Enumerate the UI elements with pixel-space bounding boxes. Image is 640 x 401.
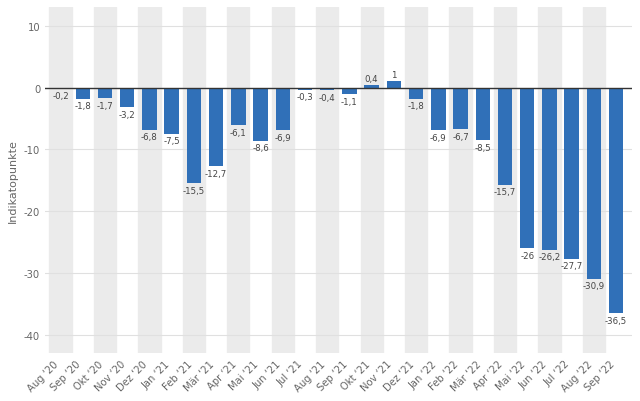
Bar	[583, 8, 605, 354]
Text: 1: 1	[391, 71, 397, 80]
Text: -0,4: -0,4	[319, 93, 335, 102]
Text: -6,7: -6,7	[452, 132, 469, 141]
Text: -6,9: -6,9	[275, 134, 291, 142]
Bar	[542, 89, 557, 250]
Bar	[276, 89, 290, 131]
Bar	[453, 89, 468, 130]
Bar	[476, 89, 490, 141]
Text: -6,1: -6,1	[230, 129, 246, 138]
Bar	[360, 8, 383, 354]
Text: -8,6: -8,6	[252, 144, 269, 153]
Bar	[494, 8, 516, 354]
Text: -12,7: -12,7	[205, 169, 227, 178]
Bar	[49, 8, 72, 354]
Text: -1,8: -1,8	[408, 102, 424, 111]
Bar	[342, 89, 356, 95]
Bar	[298, 89, 312, 90]
Bar	[320, 89, 335, 91]
Bar	[364, 86, 379, 89]
Bar	[405, 8, 428, 354]
Bar	[120, 89, 134, 108]
Text: -30,9: -30,9	[583, 282, 605, 290]
Bar	[253, 89, 268, 142]
Text: -6,9: -6,9	[430, 134, 447, 142]
Bar	[227, 8, 250, 354]
Text: -8,5: -8,5	[474, 143, 491, 152]
Bar	[164, 89, 179, 135]
Text: -6,8: -6,8	[141, 133, 158, 142]
Bar	[231, 89, 246, 126]
Text: -1,1: -1,1	[341, 98, 358, 107]
Text: -0,3: -0,3	[296, 93, 314, 102]
Text: -27,7: -27,7	[561, 262, 583, 271]
Text: -1,8: -1,8	[74, 102, 91, 111]
Bar	[138, 8, 161, 354]
Text: -36,5: -36,5	[605, 316, 627, 325]
Y-axis label: Indikatopunkte: Indikatopunkte	[8, 139, 19, 223]
Bar	[587, 89, 601, 279]
Bar	[431, 89, 445, 131]
Bar	[387, 82, 401, 89]
Bar	[142, 89, 157, 130]
Text: 0,4: 0,4	[365, 75, 378, 83]
Text: -3,2: -3,2	[119, 111, 136, 119]
Text: -26: -26	[520, 251, 534, 260]
Bar	[98, 89, 112, 99]
Bar	[538, 8, 561, 354]
Text: -15,7: -15,7	[494, 188, 516, 196]
Bar	[564, 89, 579, 259]
Text: -0,2: -0,2	[52, 92, 69, 101]
Text: -1,7: -1,7	[97, 101, 113, 110]
Bar	[187, 89, 201, 184]
Bar	[409, 89, 423, 99]
Bar	[316, 8, 339, 354]
Bar	[94, 8, 116, 354]
Bar	[183, 8, 205, 354]
Bar	[271, 8, 294, 354]
Bar	[520, 89, 534, 249]
Bar	[498, 89, 512, 185]
Bar	[449, 8, 472, 354]
Text: -15,5: -15,5	[183, 186, 205, 195]
Text: -26,2: -26,2	[538, 253, 561, 261]
Bar	[609, 89, 623, 314]
Bar	[76, 89, 90, 99]
Bar	[209, 89, 223, 167]
Text: -7,5: -7,5	[163, 137, 180, 146]
Bar	[53, 89, 68, 90]
